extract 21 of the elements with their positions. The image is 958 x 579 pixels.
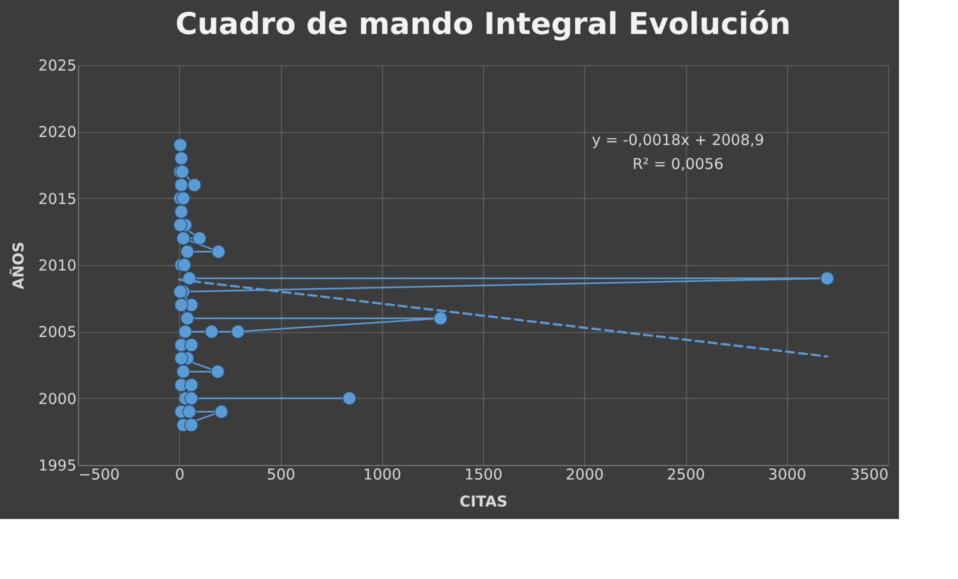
y-tick-label: 2015	[38, 190, 76, 208]
x-tick-label: 1500	[464, 466, 503, 484]
x-tick-label: 2500	[666, 466, 706, 484]
annotation: y = -0,0018x + 2008,9	[592, 131, 764, 149]
x-tick-label: 3500	[850, 466, 888, 484]
annotation: R² = 0,0056	[632, 155, 724, 173]
x-tick-label: 500	[266, 466, 296, 484]
y-axis-title: AÑOS	[9, 242, 28, 290]
y-tick-label: 2005	[38, 323, 76, 342]
x-tick-label: 3000	[768, 466, 806, 484]
y-tick-label: 2025	[38, 56, 76, 74]
chart-title: Cuadro de mando Integral Evolución	[175, 7, 791, 42]
x-tick-label: 2000	[566, 466, 604, 484]
y-tick-label: 1995	[38, 456, 76, 474]
y-tick-label: 2000	[38, 390, 76, 408]
y-tick-label: 2010	[38, 256, 76, 274]
x-tick-label: 1000	[363, 466, 402, 484]
y-tick-label: 2020	[38, 123, 76, 142]
x-axis-title: CITAS	[459, 492, 508, 510]
x-tick-label: −500	[78, 466, 120, 484]
x-tick-label: 0	[174, 466, 185, 484]
